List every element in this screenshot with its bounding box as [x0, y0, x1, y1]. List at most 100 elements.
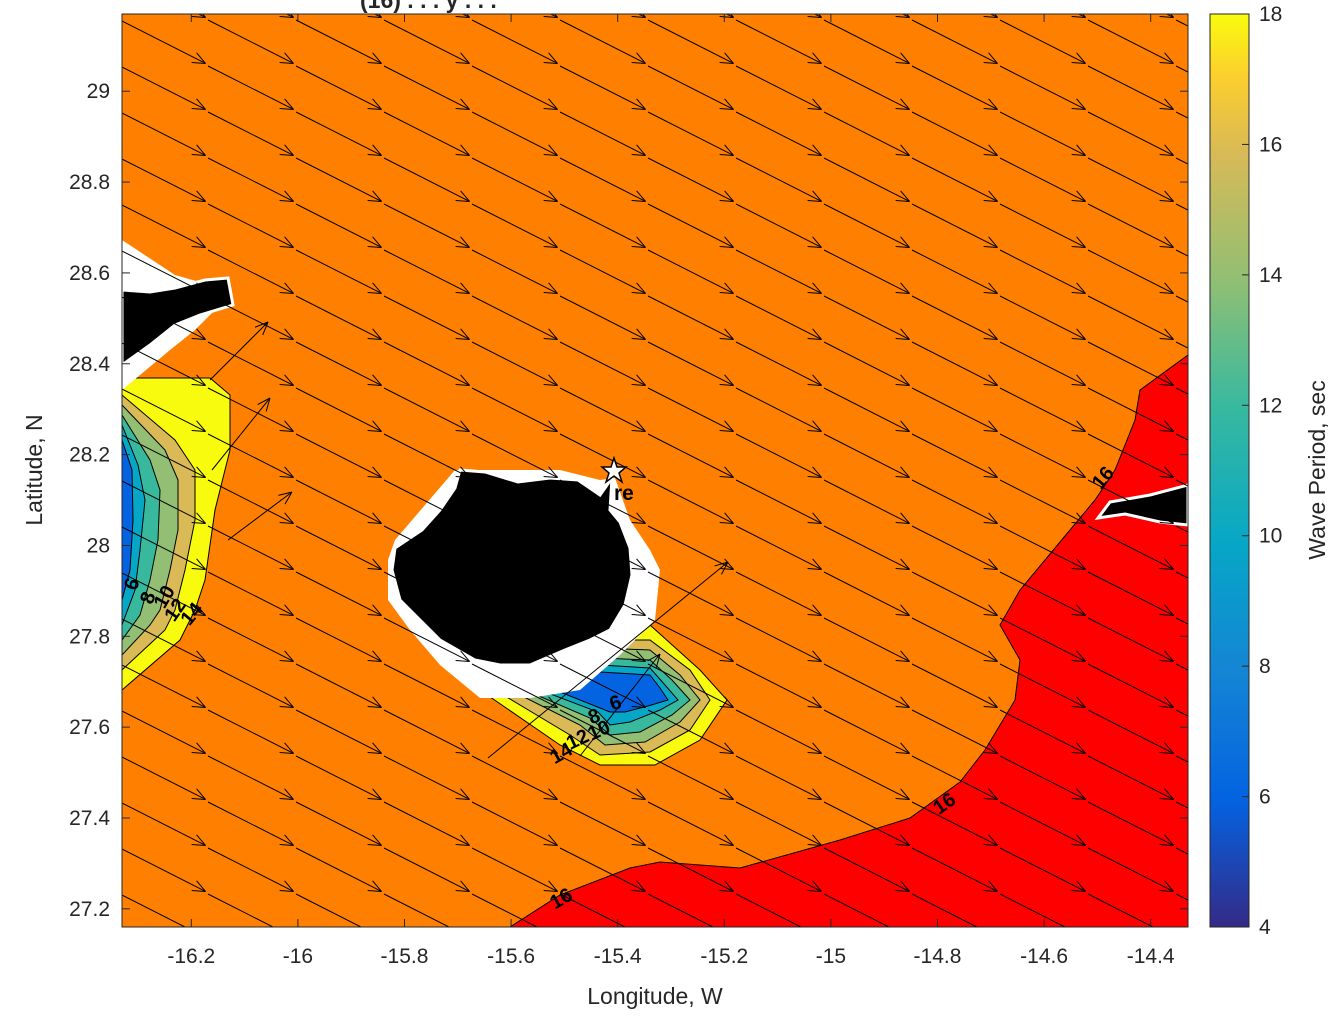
wave-arrow [471, 479, 558, 524]
x-tick-label: -15.2 [700, 945, 748, 968]
wave-arrow-northeast [227, 491, 293, 541]
wave-arrow [735, 433, 822, 478]
wave-arrow [1264, 802, 1341, 845]
wave-arrow [32, 0, 118, 17]
east-island [1094, 483, 1188, 527]
wave-arrow [122, 388, 206, 432]
wave-arrow [999, 65, 1086, 110]
wave-arrow [735, 663, 822, 708]
colorbar-ticks: 4 6 8 10 12 14 16 18 [1242, 3, 1283, 939]
wave-arrow [911, 663, 998, 708]
wave-arrow [911, 203, 998, 248]
wave-arrow [122, 802, 206, 846]
wave-arrow [383, 111, 470, 156]
wave-arrow [295, 19, 382, 64]
wave-arrow [823, 663, 910, 708]
wave-arrow [122, 158, 206, 202]
wave-arrow [735, 65, 822, 110]
wave-arrow [1087, 663, 1174, 708]
wave-arrow [999, 755, 1086, 800]
wave-arrow [999, 203, 1086, 248]
wave-arrow [911, 157, 998, 202]
wave-arrow [295, 249, 382, 294]
wave-arrow [647, 249, 734, 294]
y-tick-label: 28.6 [69, 262, 110, 285]
wave-arrow [823, 157, 910, 202]
wave-arrow [1176, 940, 1262, 983]
wave-arrow [295, 571, 382, 616]
wave-arrow [911, 525, 998, 570]
wave-arrow [383, 295, 470, 340]
wave-arrow [207, 479, 294, 524]
wave-arrow [823, 479, 910, 524]
wave-arrow [207, 111, 294, 156]
y-tick-label: 27.4 [69, 807, 110, 830]
wave-arrow [471, 755, 558, 800]
y-tick-label: 28.2 [69, 444, 110, 467]
wave-arrow [911, 111, 998, 156]
wave-arrow [208, 940, 294, 983]
wave-arrow [911, 19, 998, 64]
wave-arrow [295, 433, 382, 478]
wave-arrow [1264, 894, 1341, 937]
colorbar-label: Wave Period, sec [1304, 380, 1330, 559]
wave-arrow [207, 341, 294, 386]
wave-arrow [1087, 617, 1174, 662]
wave-arrow [647, 111, 734, 156]
wave-arrow [999, 525, 1086, 570]
wave-arrow [122, 526, 206, 570]
wave-arrow [207, 295, 294, 340]
wave-arrow [1176, 986, 1262, 1019]
wave-arrow [823, 847, 910, 892]
wave-arrow [471, 801, 558, 846]
wave-arrow [823, 755, 910, 800]
colorbar: 4 6 8 10 12 14 16 18 Wave Period, sec [1209, 3, 1330, 939]
wave-arrow [295, 801, 382, 846]
wave-arrow [736, 940, 822, 983]
colorbar-tick-label: 4 [1259, 916, 1271, 939]
wave-arrow [647, 387, 734, 432]
wave-arrow [823, 525, 910, 570]
y-tick-label: 28.4 [69, 353, 110, 376]
wave-arrow [295, 617, 382, 662]
wave-arrow [911, 709, 998, 754]
wave-arrow [647, 801, 734, 846]
x-tick-label: -16.2 [167, 945, 215, 968]
wave-arrow [472, 986, 558, 1019]
wave-arrow [32, 940, 118, 983]
wave-arrow [823, 19, 910, 64]
wave-arrow [1087, 157, 1174, 202]
wave-arrow [999, 663, 1086, 708]
wave-arrow [559, 709, 646, 754]
wave-arrow [823, 111, 910, 156]
wave-arrow [823, 709, 910, 754]
wave-arrow [122, 296, 206, 340]
wave-arrow [735, 203, 822, 248]
x-tick-label: -14.8 [914, 945, 962, 968]
wave-arrow [823, 249, 910, 294]
wave-arrow [647, 19, 734, 64]
wave-arrow [999, 157, 1086, 202]
y-tick-label: 27.6 [69, 716, 110, 739]
wave-arrow [559, 341, 646, 386]
wave-arrow [559, 571, 646, 616]
wave-arrow [122, 250, 206, 294]
wave-arrow [1087, 19, 1174, 64]
central-island [390, 468, 634, 667]
star-icon [599, 455, 629, 485]
wave-arrow [559, 893, 638, 927]
wave-arrow [736, 986, 822, 1019]
wave-arrow [122, 66, 206, 110]
wave-arrow [122, 112, 206, 156]
wave-arrow [295, 479, 382, 524]
wave-arrow [207, 203, 294, 248]
x-axis-label: Longitude, W [587, 983, 723, 1009]
wave-arrow [207, 893, 286, 927]
wave-arrow [823, 893, 902, 927]
y-axis-label: Latitude, N [21, 414, 47, 525]
wave-arrow [383, 755, 470, 800]
wave-arrow [122, 756, 206, 800]
wave-arrow [823, 571, 910, 616]
wave-arrow [911, 801, 998, 846]
